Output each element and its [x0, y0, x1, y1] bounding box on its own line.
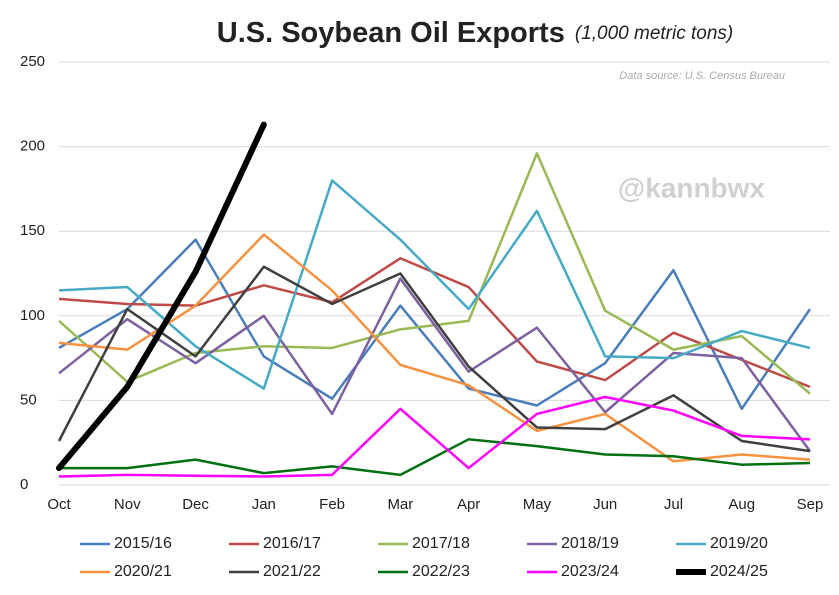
watermark: @kannbwx [618, 172, 766, 203]
legend-label: 2015/16 [114, 535, 172, 552]
y-tick-label: 250 [20, 53, 45, 70]
series-line [56, 121, 267, 472]
x-tick-label: Mar [387, 496, 413, 513]
legend-label: 2020/21 [114, 563, 172, 580]
y-tick-label: 50 [20, 391, 37, 408]
legend-label: 2022/23 [412, 563, 470, 580]
x-tick-label: Dec [182, 496, 209, 513]
legend-label: 2018/19 [561, 535, 619, 552]
legend-label: 2021/22 [263, 563, 321, 580]
series-line [58, 395, 811, 478]
y-tick-label: 0 [20, 476, 28, 493]
chart-header: U.S. Soybean Oil Exports (1,000 metric to… [217, 17, 734, 49]
series-line [58, 179, 811, 390]
chart-subtitle: (1,000 metric tons) [575, 23, 733, 44]
x-tick-label: Jul [664, 496, 683, 513]
legend-label: 2017/18 [412, 535, 470, 552]
y-tick-label: 200 [20, 138, 45, 155]
series-line [57, 265, 811, 453]
x-tick-label: Oct [47, 496, 71, 513]
x-tick-label: Jun [593, 496, 617, 513]
series-line [58, 233, 811, 463]
y-tick-label: 100 [20, 307, 45, 324]
chart-title: U.S. Soybean Oil Exports [217, 17, 565, 49]
source-note: Data source: U.S. Census Bureau [619, 70, 785, 82]
legend-label: 2023/24 [561, 563, 619, 580]
x-tick-label: Sep [797, 496, 824, 513]
legend-label: 2016/17 [263, 535, 321, 552]
x-tick-label: Jan [252, 496, 276, 513]
series-line [58, 238, 812, 411]
legend-label: 2019/20 [710, 535, 768, 552]
x-tick-label: Feb [319, 496, 345, 513]
legend-label: 2024/25 [710, 563, 768, 580]
x-tick-label: Nov [114, 496, 141, 513]
x-tick-label: Apr [457, 496, 480, 513]
x-tick-label: May [523, 496, 552, 513]
y-tick-label: 150 [20, 222, 45, 239]
series-line [59, 438, 811, 477]
series-line [58, 257, 811, 389]
x-tick-label: Aug [728, 496, 755, 513]
